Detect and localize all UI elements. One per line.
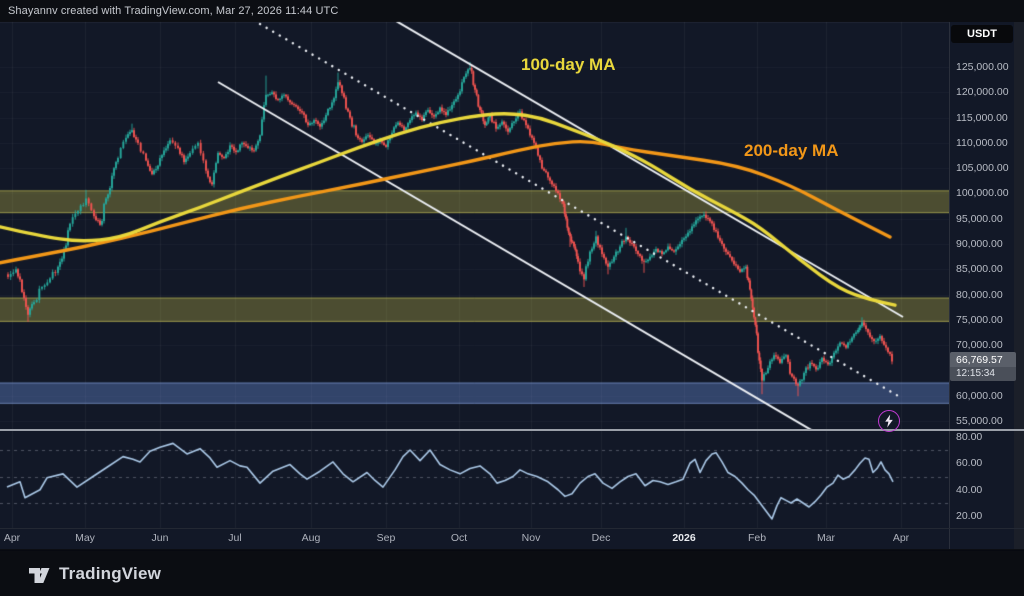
lightning-icon [885,414,893,428]
price-tick-label: 105,000.00 [956,162,1009,175]
price-axis[interactable]: USDT 66,769.57 12:15:34 125,000.00 120,00… [949,22,1024,549]
price-tick-label: 85,000.00 [956,263,1003,276]
quote-currency-badge: USDT [951,25,1013,43]
price-tick-label: 110,000.00 [956,136,1008,149]
time-tick-label: May [75,532,95,544]
tradingview-logo-text: TradingView [59,563,162,583]
time-tick-label: Dec [591,532,611,544]
time-tick-label: Apr [892,532,910,544]
price-tick-label: 100,000.00 [956,187,1009,200]
rsi-tick-label: 60.00 [956,457,983,470]
rsi-tick-label: 40.00 [956,483,983,496]
tradingview-logo[interactable]: TradingView [27,562,161,586]
time-tick-label: Sep [376,532,396,544]
last-price-label: 66,769.57 12:15:34 [950,352,1016,381]
price-tick-label: 115,000.00 [956,111,1008,124]
bar-countdown: 12:15:34 [950,367,1016,381]
price-axis-border [949,22,950,549]
time-tick-label: Feb [747,532,767,544]
rsi-tick-label: 80.00 [956,430,983,443]
last-price-value: 66,769.57 [950,352,1016,367]
ma200-label: 200-day MA [744,141,839,160]
time-tick-label: Mar [816,532,836,544]
time-axis[interactable]: Apr May Jun Jul Aug Sep Oct Nov Dec 2026 Feb Mar Apr [0,529,1024,549]
chart-canvas[interactable] [0,0,949,548]
flash-action-button[interactable] [878,410,900,432]
time-tick-label: Jul [228,532,242,544]
pane-separator[interactable] [0,429,1024,431]
time-tick-label: Jun [151,532,169,544]
price-tick-label: 120,000.00 [956,86,1009,99]
rsi-tick-label: 20.00 [956,510,983,523]
price-tick-label: 90,000.00 [956,238,1003,250]
price-tick-label: 75,000.00 [956,313,1003,326]
tradingview-logo-icon [29,567,50,583]
time-tick-label: Aug [301,532,321,544]
rsi-pane-bottom-border [0,528,1024,529]
time-tick-label: Nov [521,532,541,544]
time-tick-label: Apr [3,532,21,544]
ma100-label: 100-day MA [521,55,616,74]
right-margin-strip [1014,22,1024,549]
bottom-toolbar: TradingView [0,550,1024,596]
price-tick-label: 60,000.00 [956,389,1003,402]
price-tick-label: 80,000.00 [956,288,1003,301]
price-tick-label: 55,000.00 [956,415,1003,427]
time-tick-label: Oct [450,532,468,544]
price-tick-label: 95,000.00 [956,212,1003,225]
price-tick-label: 125,000.00 [956,61,1009,73]
time-tick-label: 2026 [672,532,696,544]
price-tick-label: 70,000.00 [956,339,1003,352]
